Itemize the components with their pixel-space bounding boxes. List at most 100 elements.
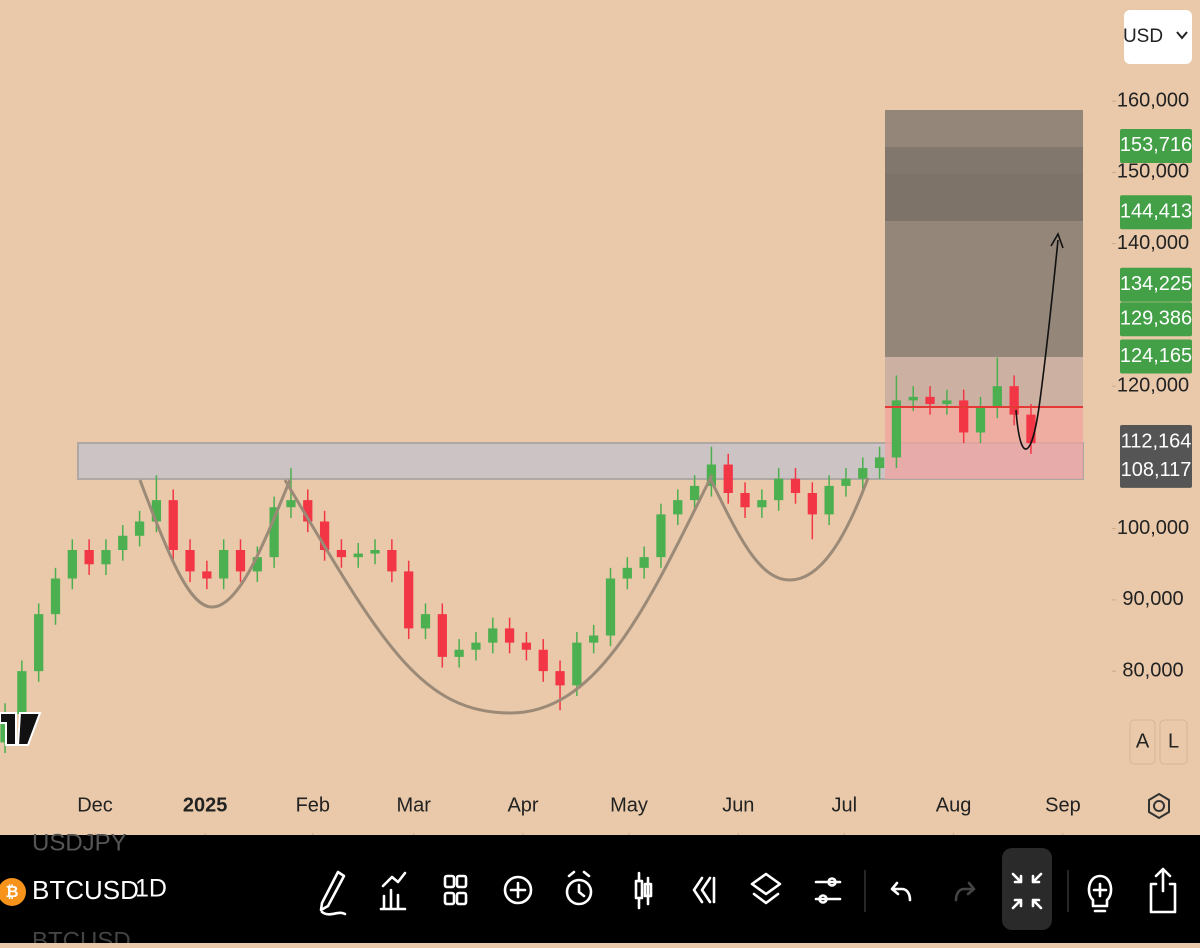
target-near-area — [885, 357, 1083, 407]
candle-body — [572, 642, 582, 686]
y-tick-label: 80,000 — [1122, 659, 1183, 681]
candle-body — [942, 400, 952, 404]
candle-body — [118, 535, 128, 551]
fullscreen-button[interactable] — [1002, 848, 1052, 930]
candle-body — [1009, 386, 1019, 415]
bottom-toolbar: USDJPY ₿ BTCUSD BTCUSD 1D — [0, 829, 1200, 948]
x-tick-label: Dec — [77, 794, 113, 816]
x-tick-label: Jul — [831, 794, 857, 816]
scale-auto[interactable]: A — [1136, 730, 1150, 752]
draw-icon[interactable] — [319, 870, 347, 916]
candle-body — [605, 578, 616, 636]
prev-symbol[interactable]: USDJPY — [32, 829, 127, 856]
chart-type-icon[interactable] — [634, 871, 653, 910]
indicators-icon[interactable] — [379, 871, 407, 911]
candle-body — [992, 386, 1002, 408]
price-tag — [1120, 195, 1192, 230]
redo-icon[interactable] — [954, 881, 976, 902]
target-band — [885, 174, 1083, 221]
price-tag-label: 129,386 — [1120, 308, 1192, 330]
price-tag-label: 144,413 — [1120, 201, 1192, 223]
scale-buttons: A L — [1129, 719, 1188, 765]
toolbar-background — [0, 835, 1200, 943]
ideas-icon[interactable] — [1087, 874, 1113, 913]
candle-body — [790, 478, 801, 494]
chevron — [1176, 31, 1188, 40]
candle-body — [639, 557, 649, 568]
price-tag — [1120, 302, 1192, 337]
candle-body — [891, 400, 902, 458]
candle-body — [740, 493, 750, 508]
candle-body — [219, 550, 229, 579]
replay-icon[interactable] — [692, 876, 716, 904]
x-tick-label: 2025 — [183, 794, 228, 816]
candle-body — [269, 507, 279, 558]
candle-body — [387, 550, 397, 572]
candle-body — [555, 671, 565, 686]
candle-body — [437, 614, 447, 657]
layers-icon[interactable] — [750, 872, 782, 905]
scale-log[interactable]: L — [1168, 730, 1179, 752]
axes: 80,000 90,000 100,000 120,000 140,000 150,000… — [77, 89, 1192, 835]
candle-body — [673, 500, 683, 515]
layout-icon[interactable] — [443, 874, 468, 906]
candle-body — [319, 521, 330, 551]
currency-button[interactable]: USD — [1123, 10, 1192, 64]
interval[interactable]: 1D — [135, 875, 167, 903]
candle-body — [774, 478, 784, 501]
candle-body — [168, 500, 178, 551]
scale-button[interactable] — [1129, 719, 1156, 765]
candle-body — [488, 628, 498, 643]
y-tick-label: 100,000 — [1117, 517, 1189, 539]
candle-body — [908, 396, 918, 401]
y-tick-label: 150,000 — [1117, 161, 1189, 183]
x-tick-label: Aug — [936, 794, 972, 816]
y-tick-label: 160,000 — [1117, 89, 1189, 111]
share-icon[interactable] — [1149, 867, 1177, 914]
candle-body — [286, 500, 296, 508]
candle-body — [874, 457, 885, 469]
price-tag-label: 134,225 — [1120, 273, 1192, 295]
projection-arrow — [1015, 239, 1059, 450]
price-tag-label: 124,165 — [1120, 345, 1192, 367]
candle-body — [185, 550, 195, 572]
cup-head — [283, 474, 714, 715]
candle-body — [101, 550, 111, 565]
x-tick-label: May — [610, 794, 648, 816]
target-band — [885, 147, 1083, 174]
next-symbol[interactable]: BTCUSD — [32, 927, 131, 948]
add-icon[interactable] — [503, 875, 533, 905]
candle-body — [959, 400, 969, 433]
price-tag-label: 153,716 — [1120, 134, 1192, 156]
x-tick-label: Mar — [397, 794, 432, 816]
scale-button[interactable] — [1159, 719, 1188, 765]
drawings — [0, 232, 1083, 746]
candle-body — [656, 514, 666, 558]
settings-sliders-icon[interactable] — [814, 877, 842, 904]
undo-icon[interactable] — [890, 881, 912, 902]
y-tick-label: 90,000 — [1122, 588, 1183, 610]
settings-icon[interactable] — [1148, 792, 1170, 820]
candle-body — [252, 557, 262, 572]
currency-label[interactable]: USD — [1123, 26, 1163, 47]
candle-body — [202, 571, 212, 579]
candle-body — [521, 642, 532, 650]
candle-body — [471, 642, 481, 650]
arrow-head — [1050, 232, 1064, 249]
symbol[interactable]: BTCUSD — [32, 875, 139, 905]
candle-body — [404, 571, 414, 629]
price-tag — [1120, 267, 1192, 302]
y-tick-label: 120,000 — [1117, 374, 1189, 396]
candle-body — [1026, 414, 1036, 444]
candle-body — [235, 550, 246, 572]
candle-body — [841, 478, 851, 486]
y-tick-label: 140,000 — [1117, 232, 1189, 254]
candle-body — [151, 500, 162, 522]
cup-right — [708, 477, 870, 582]
candle-body — [824, 485, 834, 515]
currency-box[interactable] — [1124, 10, 1192, 64]
collapse-icon[interactable] — [1011, 872, 1043, 910]
alert-icon[interactable] — [565, 870, 593, 906]
price-tag — [1120, 339, 1192, 374]
